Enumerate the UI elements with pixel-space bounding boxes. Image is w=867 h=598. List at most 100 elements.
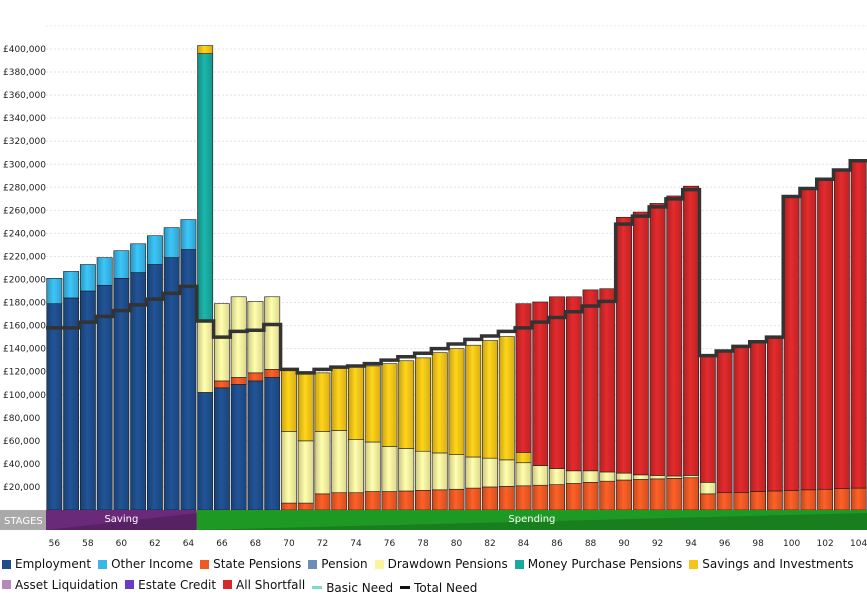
stage-saving-label: Saving xyxy=(104,514,138,525)
bar-savings-and-investments-age-78 xyxy=(415,357,431,452)
bar-all-shortfall-age-99 xyxy=(766,336,783,492)
bars xyxy=(46,45,867,511)
x-tick-label: 58 xyxy=(82,539,94,549)
bar-other-income-age-59 xyxy=(96,257,113,286)
bar-state-pensions-age-93 xyxy=(666,478,683,511)
bar-drawdown-pensions-age-86 xyxy=(549,468,565,485)
bar-state-pensions-age-103 xyxy=(833,488,850,511)
bar-employment-age-60 xyxy=(113,278,130,511)
x-tick-label: 96 xyxy=(719,539,731,549)
x-tick-label: 60 xyxy=(116,539,128,549)
bar-state-pensions-age-74 xyxy=(348,492,364,511)
x-tick-label: 104 xyxy=(850,539,867,549)
bar-state-pensions-age-88 xyxy=(582,482,599,511)
legend-item-basic-need: Basic Need xyxy=(312,578,393,598)
x-tick-label: 62 xyxy=(149,539,160,549)
bar-state-pensions-age-83 xyxy=(498,486,515,511)
bar-all-shortfall-age-86 xyxy=(549,296,565,469)
x-tick-label: 66 xyxy=(216,539,228,549)
bar-savings-and-investments-age-75 xyxy=(364,365,381,443)
bar-drawdown-pensions-age-76 xyxy=(381,446,398,492)
y-tick-label: £100,000 xyxy=(3,391,46,401)
bar-drawdown-pensions-age-68 xyxy=(247,301,264,374)
bar-state-pensions-age-66 xyxy=(214,380,230,389)
bar-state-pensions-age-100 xyxy=(783,490,800,511)
bar-employment-age-68 xyxy=(247,380,264,511)
bar-all-shortfall-age-91 xyxy=(632,211,649,476)
y-tick-label: £180,000 xyxy=(3,299,46,309)
y-tick-label: £120,000 xyxy=(3,368,46,378)
legend-label: Basic Need xyxy=(326,580,394,595)
stage-spending-wedge xyxy=(196,513,867,530)
legend-swatch xyxy=(374,559,384,569)
x-tick-label: 70 xyxy=(283,539,295,549)
x-tick-label: 78 xyxy=(417,539,429,549)
bar-savings-and-investments-age-71 xyxy=(297,373,314,442)
bar-state-pensions-age-85 xyxy=(532,484,549,511)
bar-state-pensions-age-94 xyxy=(683,477,699,511)
x-tick-label: 86 xyxy=(551,539,563,549)
bar-drawdown-pensions-age-79 xyxy=(431,452,448,491)
legend-item-all-shortfall: All Shortfall xyxy=(223,575,305,595)
y-tick-label: £240,000 xyxy=(3,229,46,239)
bar-drawdown-pensions-age-65 xyxy=(197,320,214,393)
y-tick-label: £400,000 xyxy=(3,45,46,55)
legend-item-other-income: Other Income xyxy=(98,554,193,574)
legend-swatch xyxy=(125,580,135,589)
legend-swatch xyxy=(308,559,318,569)
bar-drawdown-pensions-age-85 xyxy=(532,465,549,486)
bar-state-pensions-age-89 xyxy=(599,480,616,511)
bar-all-shortfall-age-97 xyxy=(733,346,750,494)
bar-drawdown-pensions-age-69 xyxy=(264,296,281,370)
bar-state-pensions-age-86 xyxy=(549,484,565,511)
bar-state-pensions-age-71 xyxy=(297,502,314,511)
bar-drawdown-pensions-age-91 xyxy=(632,474,649,480)
bar-drawdown-pensions-age-78 xyxy=(415,450,431,491)
bar-savings-and-investments-age-83 xyxy=(498,336,515,461)
bar-drawdown-pensions-age-81 xyxy=(465,456,482,489)
stage-spending-label: Spending xyxy=(508,514,555,525)
y-tick-label: £140,000 xyxy=(3,345,46,355)
legend-swatch xyxy=(514,559,524,569)
x-tick-label: 74 xyxy=(350,539,362,549)
legend-label: Other Income xyxy=(111,557,194,571)
y-tick-label: £360,000 xyxy=(3,91,46,101)
total-need-series-line xyxy=(46,159,867,375)
legend-swatch xyxy=(2,559,11,569)
x-tick-label: 56 xyxy=(49,539,61,549)
bar-drawdown-pensions-age-93 xyxy=(666,475,683,479)
legend-label: Savings and Investments xyxy=(702,557,854,571)
legend-item-pension: Pension xyxy=(308,554,368,574)
bar-state-pensions-age-91 xyxy=(632,479,649,511)
bar-employment-age-56 xyxy=(46,303,63,511)
x-axis-ticks: 56 58 60 62 64 66 68 70 72 74 76 78 80 82 84 86 88 90 92 94… xyxy=(49,539,867,549)
bar-money-purchase-pensions-age-65 xyxy=(197,53,214,322)
bar-savings-and-investments-age-77 xyxy=(398,360,415,449)
bar-all-shortfall-age-84 xyxy=(515,303,532,453)
bar-drawdown-pensions-age-89 xyxy=(599,471,616,482)
bar-savings-and-investments-age-70 xyxy=(281,369,297,432)
bar-savings-and-investments-age-74 xyxy=(348,365,364,440)
bar-state-pensions-age-102 xyxy=(817,488,834,511)
bar-state-pensions-age-84 xyxy=(515,485,532,511)
bar-drawdown-pensions-age-74 xyxy=(348,439,364,494)
stages-label: STAGES xyxy=(4,516,43,527)
x-tick-label: 90 xyxy=(618,539,630,549)
bar-employment-age-69 xyxy=(264,377,281,511)
legend-item-estate-credit: Estate Credit xyxy=(125,575,216,595)
y-tick-label: £200,000 xyxy=(3,276,46,286)
legend-swatch xyxy=(689,559,699,569)
y-tick-label: £260,000 xyxy=(3,206,46,216)
bar-all-shortfall-age-104 xyxy=(850,159,867,489)
legend-label: Drawdown Pensions xyxy=(387,557,508,571)
bar-other-income-age-62 xyxy=(146,235,163,265)
bar-drawdown-pensions-age-72 xyxy=(314,431,331,495)
x-tick-label: 80 xyxy=(451,539,463,549)
bar-drawdown-pensions-age-77 xyxy=(398,448,415,492)
legend-swatch xyxy=(98,559,108,569)
bar-state-pensions-age-92 xyxy=(649,478,666,511)
bar-state-pensions-age-95 xyxy=(699,493,716,511)
legend-item-savings-and-investments: Savings and Investments xyxy=(689,554,854,574)
legend-swatch xyxy=(400,586,411,589)
y-tick-label: £320,000 xyxy=(3,137,46,147)
